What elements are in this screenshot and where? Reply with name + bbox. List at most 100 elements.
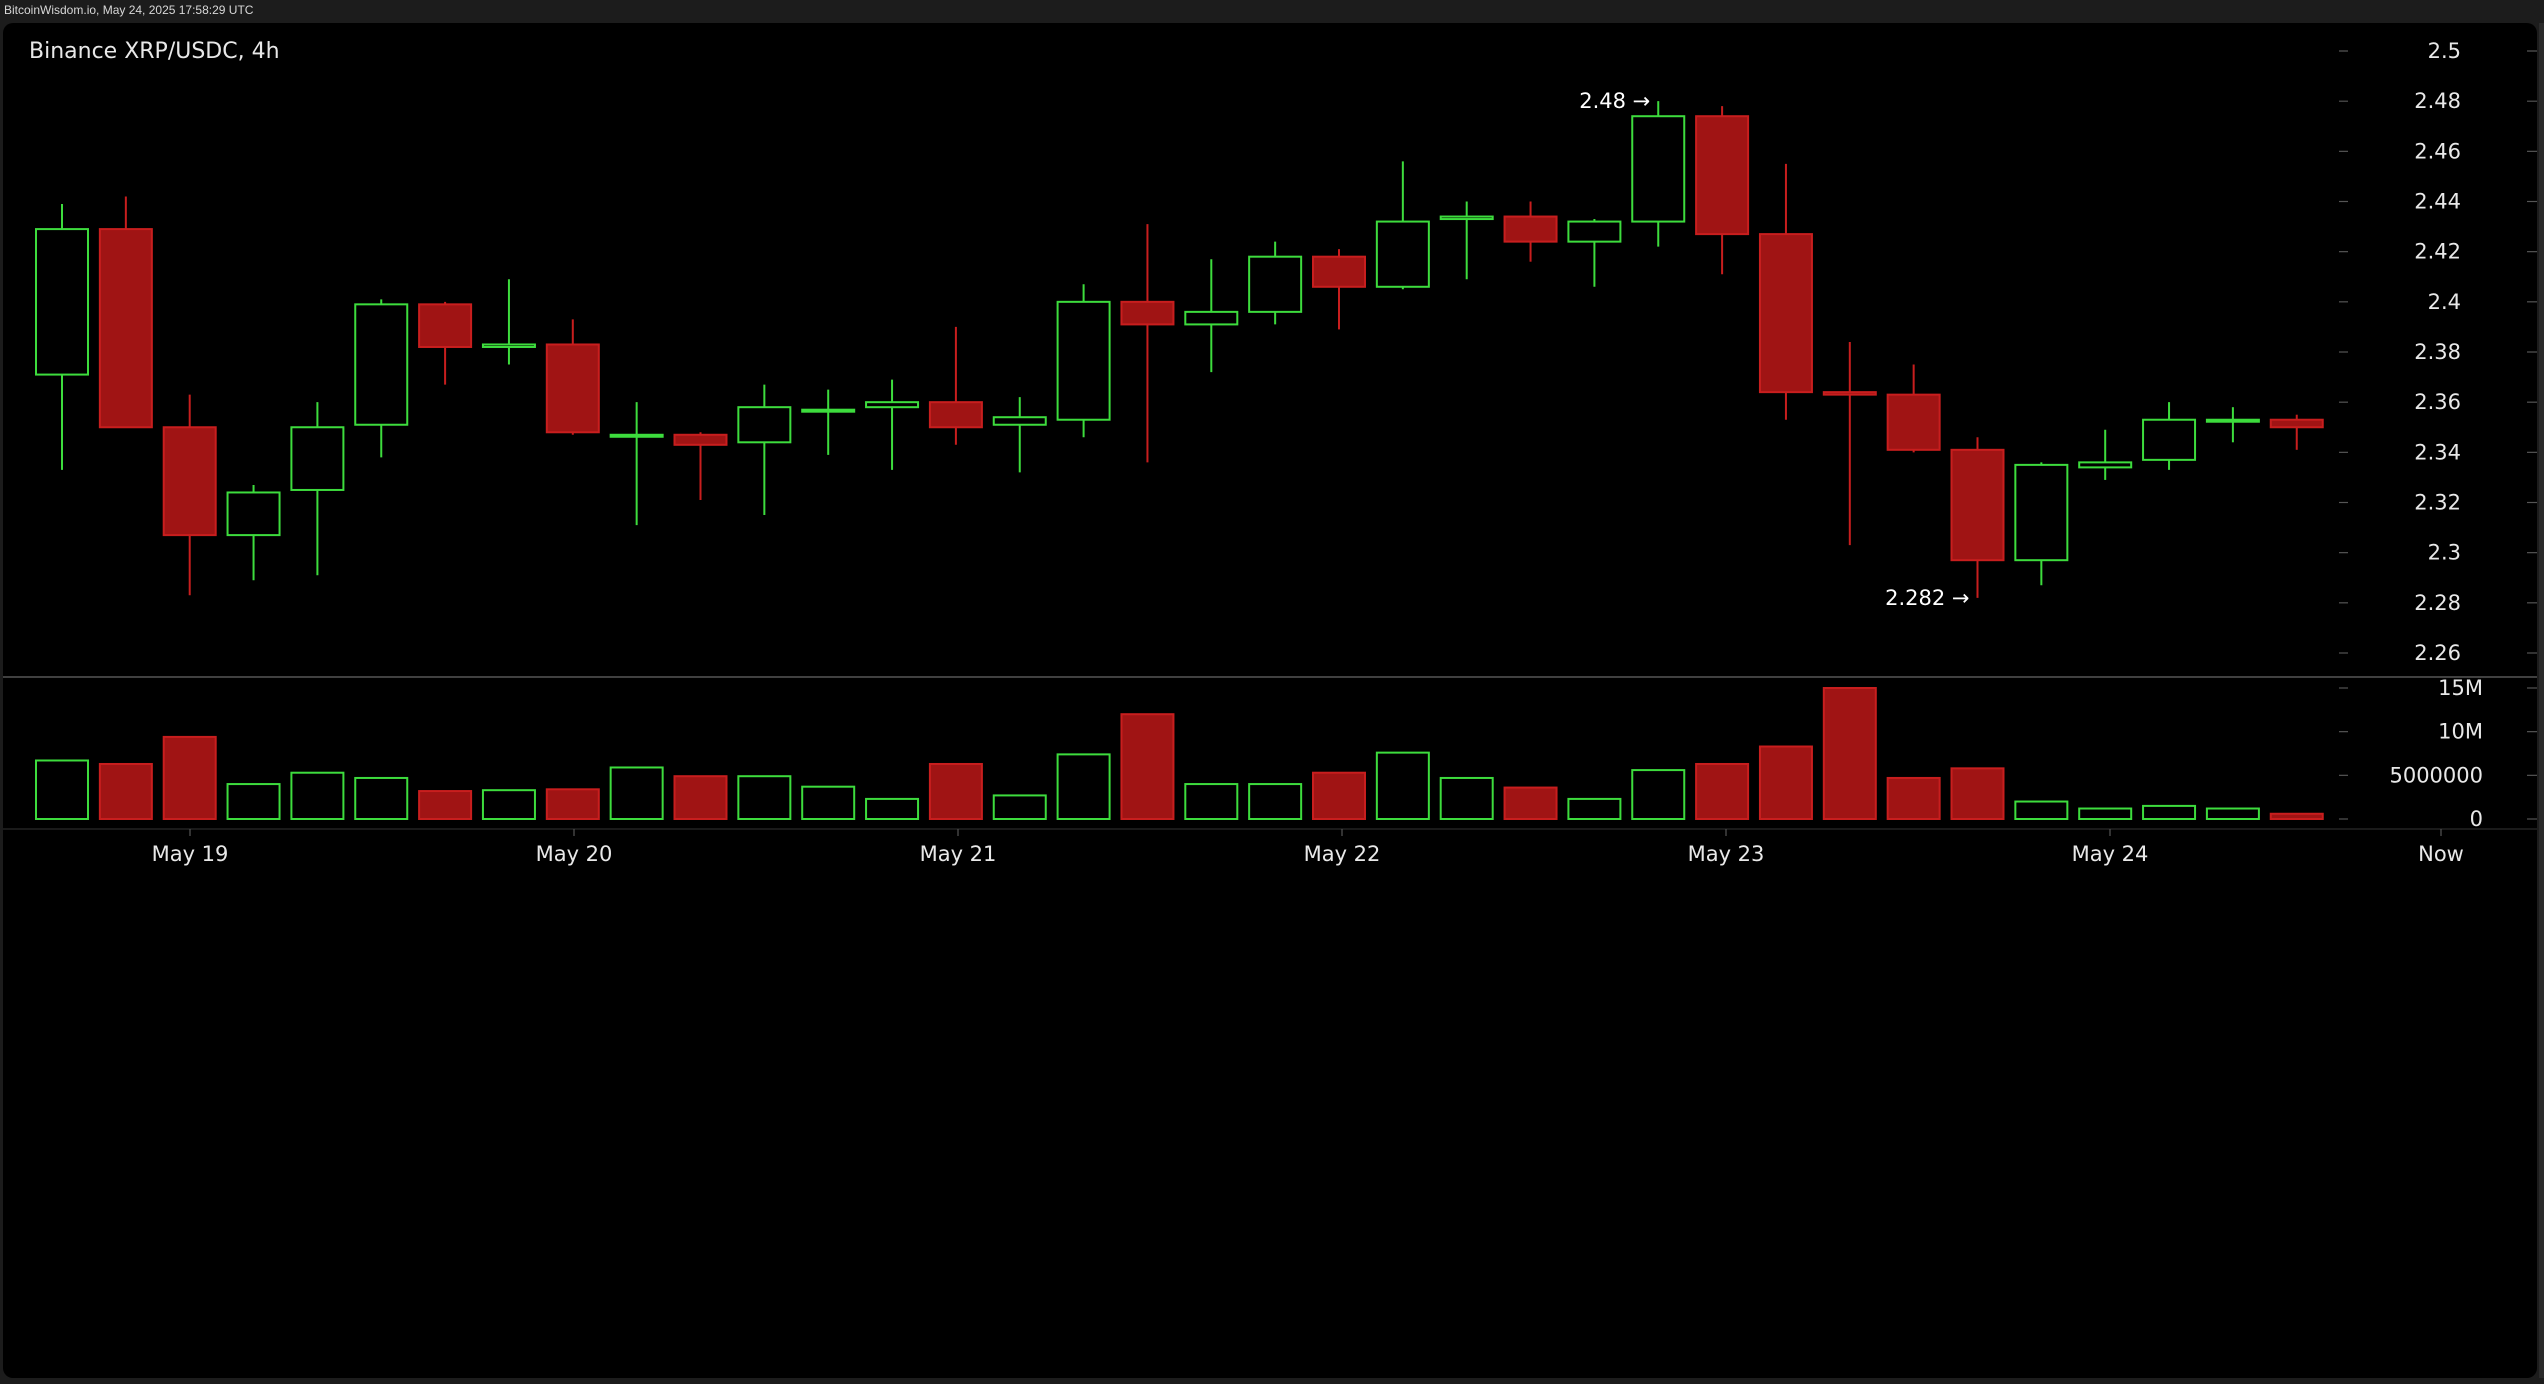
candle <box>1375 161 1430 290</box>
candle <box>290 402 345 576</box>
volume-bar <box>1886 776 1941 820</box>
candle-body <box>992 416 1047 426</box>
time-tick-label: May 20 <box>536 842 613 866</box>
candle-body <box>162 426 217 537</box>
volume-bar <box>1184 783 1239 820</box>
candle <box>1695 106 1750 275</box>
volume-bar <box>1695 762 1750 820</box>
candle-body <box>1631 115 1686 223</box>
volume-tick-label: 0 <box>2470 807 2483 831</box>
candle-body <box>1886 393 1941 451</box>
volume-bar <box>737 775 792 820</box>
volume-bar <box>928 762 983 820</box>
candle <box>354 299 409 458</box>
time-tick-label: May 19 <box>152 842 229 866</box>
volume-bar <box>1503 786 1558 820</box>
price-tick-label: 2.44 <box>2414 190 2461 214</box>
candle-body <box>545 343 600 434</box>
volume-tick-label: 5000000 <box>2389 763 2483 787</box>
candle-body <box>1375 220 1430 288</box>
candle-body <box>673 433 728 446</box>
candle <box>992 397 1047 473</box>
volume-bar <box>1439 776 1494 820</box>
price-tick-label: 2.42 <box>2414 240 2461 264</box>
volume-bar <box>801 785 856 820</box>
candle <box>1822 341 1877 546</box>
candle-body <box>1503 215 1558 243</box>
price-volume-chart[interactable]: Binance XRP/USDC, 4h 2.5 2.48 2.46 2.44 2.42… <box>3 23 2537 1378</box>
candle-body <box>35 228 89 376</box>
candle-body <box>1695 115 1750 236</box>
price-tick-label: 2.32 <box>2414 491 2461 515</box>
candle <box>1631 101 1686 247</box>
scrollbar[interactable] <box>2539 23 2544 1378</box>
chart-panel[interactable]: Binance XRP/USDC, 4h 2.5 2.48 2.46 2.44 2.42… <box>3 23 2537 1378</box>
volume-bar <box>1950 767 2005 821</box>
candle <box>545 319 600 435</box>
volume-bar <box>226 783 281 820</box>
volume-bar <box>1120 713 1175 821</box>
watermark-text: BitcoinWisdom.io, May 24, 2025 17:58:29 … <box>4 3 254 17</box>
candle-body <box>737 406 792 444</box>
candle <box>1567 219 1622 287</box>
chart-title: Binance XRP/USDC, 4h <box>29 39 280 64</box>
price-tick-label: 2.34 <box>2414 440 2461 464</box>
volume-bar <box>162 735 217 821</box>
candle-body <box>865 401 920 409</box>
price-tick-label: 2.48 <box>2414 89 2461 113</box>
volume-bar <box>545 788 600 820</box>
candle <box>2205 407 2260 443</box>
volume-bar <box>1375 751 1430 820</box>
candle-body <box>1567 220 1622 243</box>
candle <box>1503 201 1558 262</box>
volume-bar <box>35 759 89 821</box>
candle-body <box>226 491 281 537</box>
price-tick-label: 2.38 <box>2414 340 2461 364</box>
time-tick-label: May 22 <box>1304 842 1381 866</box>
low-annotation: 2.282 → <box>1885 586 1969 610</box>
volume-bar <box>354 776 409 820</box>
candle <box>481 279 536 365</box>
price-tick-label: 2.5 <box>2428 39 2461 63</box>
volume-bars <box>35 687 2324 821</box>
candle <box>2142 402 2197 470</box>
candlesticks <box>35 101 2324 598</box>
candle-body <box>2205 418 2260 423</box>
volume-bar <box>673 775 728 820</box>
volume-bar <box>481 789 536 820</box>
high-annotation: 2.48 → <box>1579 89 1650 113</box>
candle-body <box>98 228 153 429</box>
volume-bar <box>2142 804 2197 821</box>
price-tick-label: 2.36 <box>2414 390 2461 414</box>
candle-body <box>2014 463 2069 562</box>
candle <box>928 326 983 445</box>
candle <box>1312 249 1366 330</box>
price-axis: 2.5 2.48 2.46 2.44 2.42 2.4 2.38 2.36 2.34 2.32 2.… <box>2339 39 2537 665</box>
candle <box>2269 414 2324 450</box>
volume-bar <box>609 766 664 820</box>
candle-body <box>1822 391 1877 396</box>
candle-body <box>1248 255 1303 313</box>
candle-body <box>1120 300 1175 326</box>
time-tick-label: May 21 <box>920 842 997 866</box>
volume-tick-label: 10M <box>2438 720 2483 744</box>
price-tick-label: 2.46 <box>2414 139 2461 163</box>
candle <box>1056 284 1111 438</box>
candle <box>865 379 920 470</box>
candle <box>673 432 728 500</box>
candle <box>1758 163 1813 420</box>
price-tick-label: 2.28 <box>2414 591 2461 615</box>
candle-body <box>2078 461 2133 469</box>
candle-body <box>801 408 856 413</box>
candle-body <box>354 303 409 426</box>
volume-bar <box>2014 800 2069 820</box>
candle <box>418 301 473 385</box>
volume-bar <box>865 797 920 820</box>
volume-bar <box>1758 745 1813 820</box>
volume-bar <box>98 762 153 820</box>
candle-body <box>1950 448 2005 562</box>
volume-tick-label: 15M <box>2438 676 2483 700</box>
price-tick-label: 2.3 <box>2428 541 2461 565</box>
candle <box>35 204 89 470</box>
